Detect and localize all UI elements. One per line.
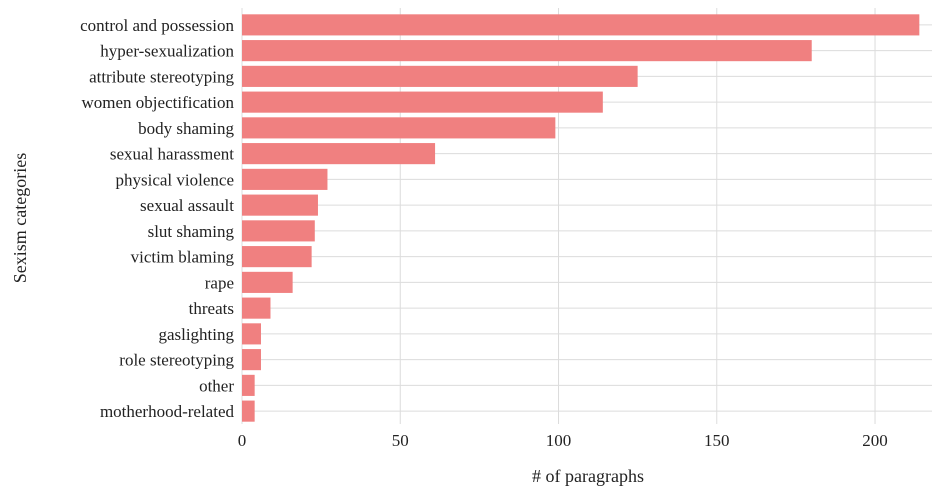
bar (242, 14, 920, 36)
bar (242, 194, 318, 216)
category-label: rape (205, 273, 234, 292)
x-tick-label: 50 (392, 431, 409, 450)
category-label: other (199, 376, 234, 395)
category-label: threats (189, 299, 234, 318)
bar (242, 349, 261, 371)
x-tick-label: 200 (862, 431, 888, 450)
bar (242, 374, 255, 396)
bars (242, 14, 920, 422)
bar (242, 271, 293, 293)
category-label: hyper-sexualization (100, 42, 234, 61)
category-label: physical violence (116, 170, 235, 189)
bar (242, 143, 436, 165)
category-label: control and possession (80, 16, 234, 35)
category-label: sexual harassment (110, 145, 234, 164)
y-axis-title: Sexism categories (10, 153, 30, 283)
category-label: attribute stereotyping (89, 67, 234, 86)
bar (242, 65, 638, 87)
category-labels: control and possession hyper-sexualizatio… (80, 16, 234, 421)
bar (242, 400, 255, 422)
category-label: slut shaming (148, 222, 235, 241)
bar (242, 168, 328, 190)
bar (242, 246, 312, 268)
bar (242, 117, 556, 139)
category-label: sexual assault (140, 196, 234, 215)
x-tick-label: 150 (704, 431, 730, 450)
category-label: role stereotyping (119, 351, 234, 370)
x-axis-title: # of paragraphs (532, 466, 644, 486)
bar (242, 220, 315, 242)
bar (242, 40, 812, 62)
category-label: gaslighting (158, 325, 234, 344)
bar (242, 323, 261, 345)
x-tick-label: 100 (546, 431, 572, 450)
bar (242, 91, 603, 113)
x-tick-label: 0 (238, 431, 247, 450)
bar (242, 297, 271, 319)
category-label: motherhood-related (100, 402, 235, 421)
category-label: body shaming (138, 119, 234, 138)
category-label: victim blaming (131, 248, 235, 267)
category-label: women objectification (82, 93, 235, 112)
x-tick-labels: 0 50 100 150 200 (238, 431, 888, 450)
